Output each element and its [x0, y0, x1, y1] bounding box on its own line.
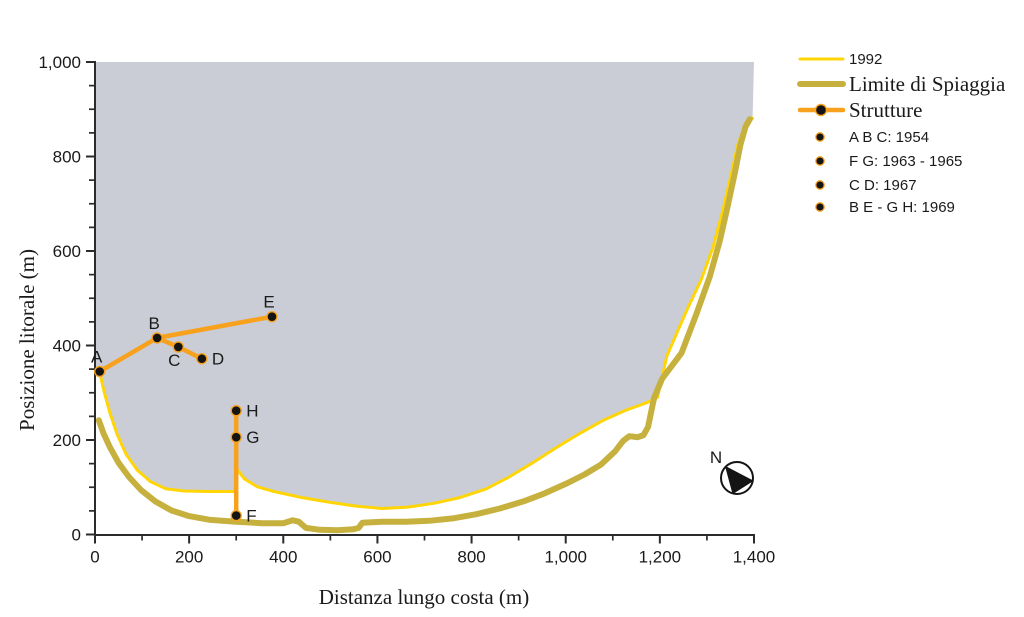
legend-item-1992: 1992 [798, 51, 882, 68]
legend-label-strutture: Strutture [849, 98, 923, 122]
legend-label-f-g-1963-1965: F G: 1963 - 1965 [849, 153, 962, 170]
structure-point-label-f: F [246, 507, 256, 526]
north-compass: N [710, 448, 754, 495]
structure-point-e [266, 310, 278, 323]
legend-item-b-e-g-h-1969: B E - G H: 1969 [815, 199, 955, 216]
legend-label-1992: 1992 [849, 51, 882, 68]
y-tick-label-600: 600 [53, 242, 81, 261]
y-axis-title: Posizione litorale (m) [15, 249, 39, 431]
x-tick-label-600: 600 [363, 548, 391, 567]
legend-item-f-g-1963-1965: F G: 1963 - 1965 [815, 153, 962, 170]
legend-item-limite-di-spiaggia: Limite di Spiaggia [797, 72, 1006, 96]
legend-label-b-e-g-h-1969: B E - G H: 1969 [849, 199, 955, 216]
x-tick-label-800: 800 [457, 548, 485, 567]
legend-swatch-dot-b-e-g-h-1969 [815, 202, 825, 212]
y-tick-label-0: 0 [72, 526, 81, 545]
legend-label-a-b-c-1954: A B C: 1954 [849, 129, 929, 146]
structure-point-h [230, 405, 242, 417]
structure-point-label-d: D [212, 350, 224, 369]
legend-label-c-d-1967: C D: 1967 [849, 177, 917, 194]
legend-swatch-dot-strutture [814, 103, 828, 117]
series-limite-di-spiaggia-line [95, 116, 753, 534]
x-tick-label-200: 200 [175, 548, 203, 567]
structure-point-label-g: G [246, 428, 259, 447]
structure-point-d [196, 353, 208, 365]
x-tick-label-400: 400 [269, 548, 297, 567]
structure-point-a [94, 365, 106, 378]
x-tick-label-1-000: 1,000 [544, 548, 587, 567]
plot-series-layer [95, 62, 755, 534]
structure-point-b [151, 332, 163, 344]
north-compass-label: N [710, 448, 722, 467]
y-tick-label-200: 200 [53, 431, 81, 450]
x-tick-label-1-200: 1,200 [639, 548, 682, 567]
spiaggia-area-fill [95, 62, 754, 509]
legend-item-strutture: Strutture [797, 98, 923, 122]
series-1992-line [98, 116, 755, 510]
y-tick-label-400: 400 [53, 337, 81, 356]
structure-point-c [172, 341, 185, 353]
legend-label-limite-di-spiaggia: Limite di Spiaggia [849, 72, 1006, 96]
legend-swatch-dot-a-b-c-1954 [815, 132, 825, 142]
axis-ticks: 0 200 400 600 800 1,000 1,200 1,400 0 200 400 600 80… [38, 53, 775, 567]
structure-point-f [230, 509, 242, 522]
structures-layer: A BC D E F GH [91, 293, 278, 526]
structure-point-g [230, 431, 242, 443]
axes-layer: 0 200 400 600 800 1,000 1,200 1,400 0 200 400 600 80… [38, 53, 775, 567]
structure-point-label-h: H [246, 402, 258, 421]
legend-swatch-dot-f-g-1963-1965 [815, 156, 825, 166]
legend-item-a-b-c-1954: A B C: 1954 [815, 129, 929, 146]
structure-point-label-a: A [91, 347, 103, 366]
structure-point-label-b: B [148, 314, 159, 333]
x-tick-label-0: 0 [90, 548, 99, 567]
x-tick-label-1-400: 1,400 [733, 548, 776, 567]
structure-point-label-c: C [168, 351, 180, 370]
legend-swatch-dot-c-d-1967 [815, 180, 825, 190]
structure-point-label-e: E [263, 293, 274, 312]
y-tick-label-800: 800 [53, 148, 81, 167]
x-axis-title: Distanza lungo costa (m) [319, 585, 530, 609]
compass-needle-icon [725, 466, 754, 494]
y-tick-label-1-000: 1,000 [38, 53, 81, 72]
legend-item-c-d-1967: C D: 1967 [815, 177, 917, 194]
